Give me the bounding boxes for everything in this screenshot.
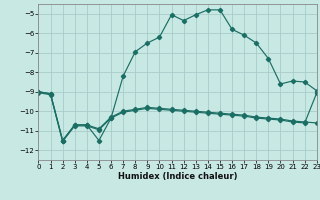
X-axis label: Humidex (Indice chaleur): Humidex (Indice chaleur) xyxy=(118,172,237,181)
